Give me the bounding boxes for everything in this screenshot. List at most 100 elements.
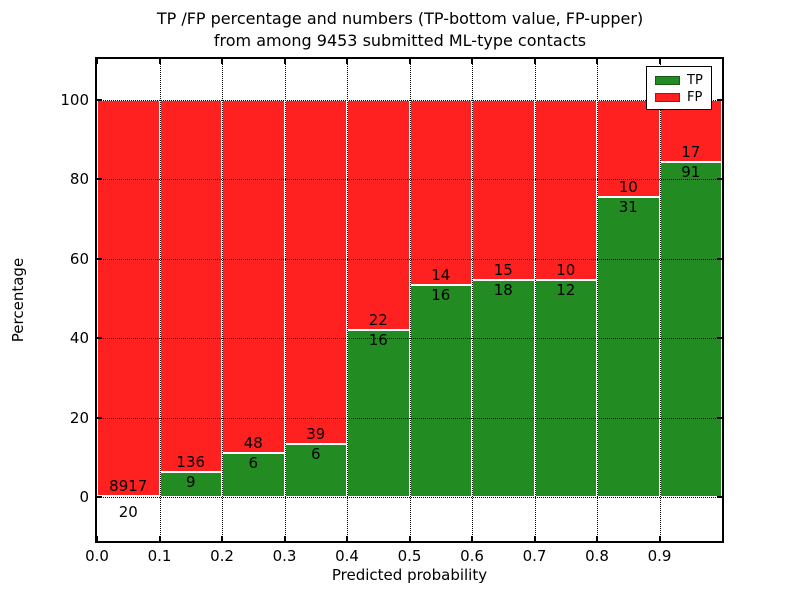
x-axis-label: Predicted probability [331, 566, 488, 584]
y-tick-mark [717, 496, 722, 498]
y-tick-label: 100 [60, 91, 89, 109]
x-tick-mark [533, 59, 536, 64]
legend-label-tp: TP [687, 73, 703, 88]
y-tick-mark [717, 337, 722, 340]
horizontal-gridline [97, 258, 722, 260]
tp-count-label: 18 [493, 281, 513, 300]
y-tick-mark [717, 99, 722, 101]
x-tick-mark [283, 536, 286, 541]
x-tick-mark [283, 59, 286, 64]
horizontal-gridline [97, 100, 722, 101]
y-tick-mark [97, 99, 102, 101]
bar-segment-tp [222, 452, 285, 497]
x-tick-label: 0.4 [335, 547, 359, 565]
y-tick-mark [97, 496, 102, 498]
vertical-gridline [659, 59, 661, 541]
y-tick-label: 80 [69, 170, 89, 189]
vertical-gridline [284, 59, 286, 541]
bar-segment-tp [284, 444, 347, 497]
bar-segment-fp [472, 100, 535, 281]
bar-segment-fp [534, 100, 597, 281]
bar-segment-tp [659, 162, 722, 497]
fp-count-label: 14 [431, 266, 451, 285]
x-tick-mark [408, 536, 411, 541]
x-tick-mark [221, 536, 223, 541]
horizontal-gridline [97, 338, 722, 340]
bar-segment-fp [659, 100, 722, 163]
fp-count-label: 39 [306, 425, 326, 444]
x-tick-label: 0.9 [647, 547, 672, 565]
x-tick-mark [96, 536, 98, 541]
bar-segment-tp [534, 280, 597, 497]
y-tick-label: 20 [69, 408, 89, 427]
tp-count-label: 20 [118, 503, 138, 521]
x-tick-mark [471, 59, 473, 64]
x-tick-label: 0.6 [460, 547, 484, 565]
chart-title-line2: from among 9453 submitted ML-type contac… [213, 31, 587, 50]
horizontal-gridline [97, 179, 722, 181]
vertical-gridline [534, 59, 536, 541]
vertical-gridline [222, 59, 223, 541]
y-tick-mark [97, 178, 102, 181]
horizontal-gridline [97, 417, 722, 419]
fp-count-label: 22 [368, 310, 388, 329]
x-tick-mark [471, 536, 473, 541]
horizontal-gridline [97, 497, 722, 498]
fp-count-label: 8917 [109, 477, 148, 496]
x-tick-mark [221, 59, 223, 64]
x-tick-mark [346, 536, 348, 541]
vertical-gridline [472, 59, 473, 541]
tp-swatch-icon [655, 76, 680, 85]
x-tick-mark [346, 59, 348, 64]
x-tick-mark [658, 59, 661, 64]
bar-segment-fp [284, 100, 347, 445]
tp-count-label: 16 [431, 286, 451, 305]
x-tick-label: 0.3 [272, 547, 297, 565]
x-tick-label: 0.0 [85, 547, 109, 565]
fp-count-label: 10 [618, 177, 638, 196]
y-tick-mark [97, 337, 102, 340]
fp-count-label: 17 [681, 143, 701, 162]
x-tick-label: 0.1 [147, 547, 172, 565]
y-tick-mark [97, 416, 102, 419]
bar-segment-fp [597, 100, 660, 197]
y-axis-label: Percentage [9, 257, 27, 343]
x-tick-mark [408, 59, 411, 64]
tp-count-label: 9 [185, 473, 196, 492]
y-tick-label: 60 [69, 249, 89, 268]
bar-segment-tp [472, 280, 535, 497]
bar-segment-tp [97, 496, 160, 498]
bar-segment-fp [409, 100, 472, 286]
legend: TP FP [646, 66, 712, 110]
vertical-gridline [597, 59, 598, 541]
legend-item-fp: FP [655, 89, 711, 106]
y-tick-label: 0 [79, 488, 89, 506]
plot-area: 8917 20 136 9 48 6 39 6 22 16 14 16 15 18 10 12 10 31 17 91… [95, 57, 724, 543]
tp-count-label: 6 [310, 445, 321, 464]
bar-segment-fp [347, 100, 410, 330]
x-tick-mark [158, 536, 161, 541]
vertical-gridline [159, 59, 161, 541]
legend-label-fp: FP [687, 90, 703, 105]
x-tick-label: 0.8 [585, 547, 609, 565]
tp-count-label: 6 [248, 453, 259, 472]
plot-canvas: 8917 20 136 9 48 6 39 6 22 16 14 16 15 18 10 12 10 31 17 91 [97, 59, 722, 541]
tp-count-label: 31 [618, 197, 638, 216]
y-tick-mark [717, 257, 722, 260]
chart-title-line1: TP /FP percentage and numbers (TP-bottom… [156, 9, 644, 28]
y-tick-mark [97, 257, 102, 260]
fp-count-label: 15 [493, 261, 513, 280]
tp-count-label: 16 [368, 330, 388, 349]
tp-count-label: 91 [681, 163, 701, 182]
x-tick-label: 0.5 [397, 547, 422, 565]
y-tick-mark [717, 178, 722, 181]
bar-segment-tp [159, 472, 222, 497]
x-tick-label: 0.2 [210, 547, 234, 565]
y-tick-label: 40 [69, 329, 89, 348]
x-tick-mark [96, 59, 98, 64]
x-tick-mark [533, 536, 536, 541]
bar-segment-tp [347, 329, 410, 497]
bar-segment-fp [97, 100, 160, 497]
x-tick-label: 0.7 [522, 547, 547, 565]
